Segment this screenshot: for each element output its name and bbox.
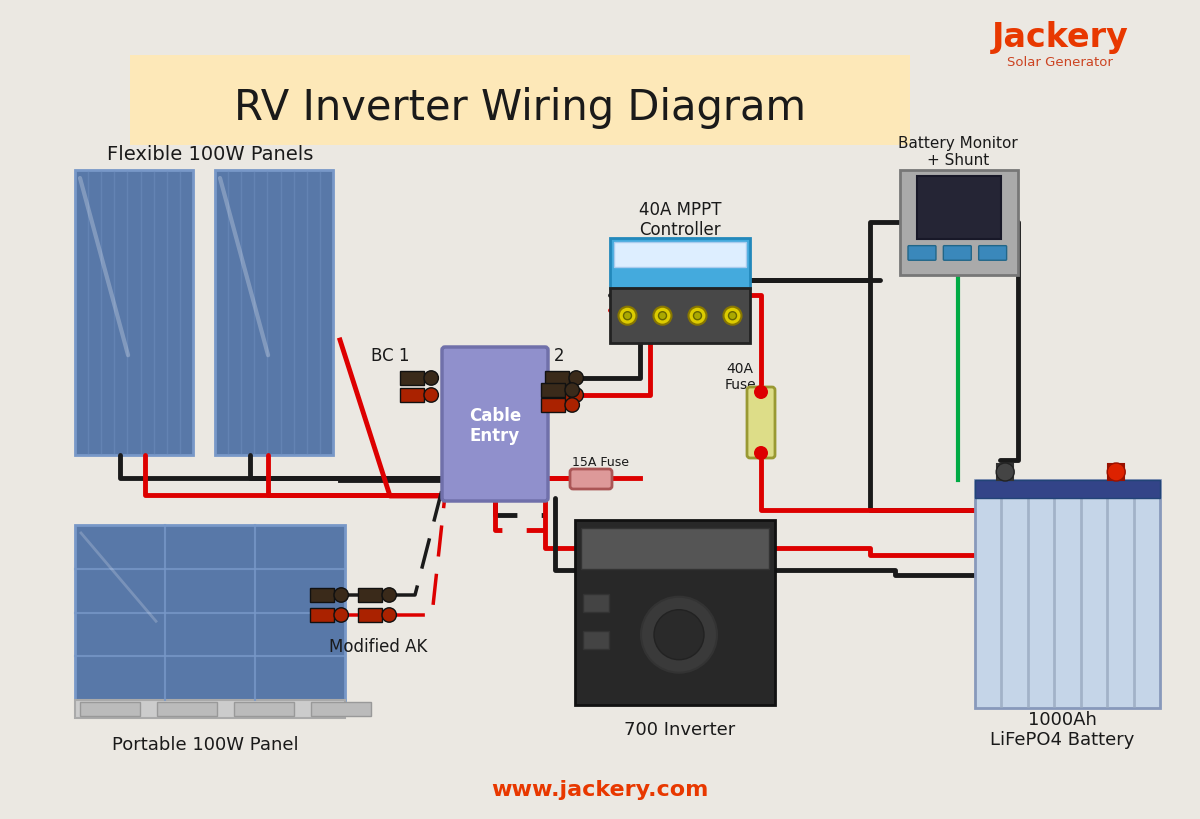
Circle shape (694, 312, 702, 319)
Circle shape (689, 306, 707, 324)
Bar (583, 594, 610, 612)
Circle shape (382, 588, 396, 602)
Bar (400, 371, 424, 385)
Bar (581, 528, 769, 568)
Bar (900, 170, 1018, 275)
Circle shape (424, 388, 438, 402)
Bar (130, 55, 910, 145)
Circle shape (754, 385, 768, 399)
Bar (997, 464, 1013, 480)
Text: Modified AK: Modified AK (329, 638, 427, 656)
Bar (358, 608, 382, 622)
Circle shape (996, 463, 1014, 481)
Text: 1000Ah
LiFePO4 Battery: 1000Ah LiFePO4 Battery (990, 711, 1134, 749)
Bar (974, 480, 1160, 708)
Circle shape (618, 306, 636, 324)
Circle shape (569, 371, 583, 385)
Bar (583, 631, 610, 649)
Text: BC 1: BC 1 (371, 347, 409, 365)
Circle shape (654, 609, 704, 659)
Bar (234, 702, 294, 716)
Bar (614, 242, 746, 267)
Bar (74, 700, 346, 718)
Text: RV Inverter Wiring Diagram: RV Inverter Wiring Diagram (234, 87, 806, 129)
FancyBboxPatch shape (908, 246, 936, 260)
FancyBboxPatch shape (570, 469, 612, 489)
FancyBboxPatch shape (442, 347, 548, 501)
Bar (310, 588, 334, 602)
Bar (541, 382, 565, 397)
Text: 40A
Fuse: 40A Fuse (724, 362, 756, 392)
Bar (358, 588, 382, 602)
Text: BC 2: BC 2 (526, 347, 564, 365)
Bar (545, 371, 569, 385)
Bar (215, 170, 334, 455)
Bar (74, 170, 193, 455)
Circle shape (724, 306, 742, 324)
Circle shape (728, 312, 737, 319)
Text: Solar Generator: Solar Generator (1007, 56, 1112, 69)
FancyBboxPatch shape (746, 387, 775, 458)
Bar (400, 388, 424, 402)
Bar (610, 238, 750, 288)
Text: 700 Inverter: 700 Inverter (624, 721, 736, 739)
Circle shape (382, 608, 396, 622)
Bar (974, 480, 1160, 498)
Text: Jackery: Jackery (991, 21, 1128, 55)
Text: Portable 100W Panel: Portable 100W Panel (112, 736, 299, 754)
Circle shape (624, 312, 631, 319)
Bar (1109, 464, 1124, 480)
Bar (575, 520, 775, 705)
Circle shape (334, 608, 348, 622)
Text: Battery Monitor
+ Shunt: Battery Monitor + Shunt (898, 136, 1018, 168)
Bar (74, 525, 346, 700)
Text: www.jackery.com: www.jackery.com (491, 780, 709, 800)
Bar (917, 176, 1002, 239)
Text: Flexible 100W Panels: Flexible 100W Panels (107, 146, 313, 165)
FancyBboxPatch shape (979, 246, 1007, 260)
Circle shape (569, 388, 583, 402)
Circle shape (334, 588, 348, 602)
Bar (610, 288, 750, 343)
FancyBboxPatch shape (943, 246, 971, 260)
Bar (545, 388, 569, 402)
Text: 15A Fuse: 15A Fuse (571, 456, 629, 469)
Circle shape (641, 597, 718, 672)
Text: Cable
Entry: Cable Entry (469, 406, 521, 446)
Bar (157, 702, 217, 716)
Bar (80, 702, 139, 716)
Text: 40A MPPT
Controller: 40A MPPT Controller (638, 201, 721, 239)
Circle shape (659, 312, 666, 319)
Circle shape (654, 306, 672, 324)
Circle shape (565, 382, 580, 397)
Bar (541, 398, 565, 412)
Circle shape (754, 446, 768, 460)
Circle shape (1108, 463, 1126, 481)
Circle shape (565, 398, 580, 412)
Bar (312, 702, 371, 716)
Bar (310, 608, 334, 622)
Circle shape (424, 371, 438, 385)
